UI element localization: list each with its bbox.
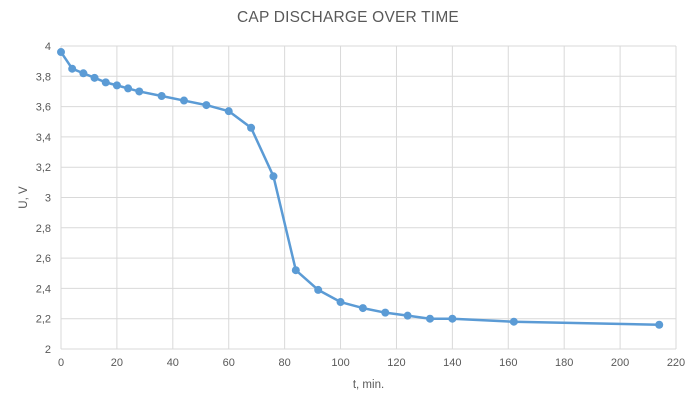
x-tick-label: 100 bbox=[331, 357, 349, 369]
data-point bbox=[101, 78, 110, 87]
data-point bbox=[655, 320, 664, 329]
x-tick-label: 60 bbox=[223, 357, 235, 369]
series-layer bbox=[57, 48, 664, 329]
x-axis-ticks: 0 20 40 60 80 100 120 140 160 180 200 220 bbox=[58, 357, 685, 369]
x-tick-label: 80 bbox=[279, 357, 291, 369]
y-tick-label: 3,6 bbox=[36, 102, 51, 114]
data-point bbox=[90, 73, 99, 82]
y-tick-label: 3,2 bbox=[36, 162, 51, 174]
data-point bbox=[57, 48, 65, 57]
data-point bbox=[157, 91, 166, 100]
y-tick-label: 2,6 bbox=[36, 253, 51, 265]
data-point bbox=[403, 311, 412, 320]
x-tick-label: 220 bbox=[667, 357, 685, 369]
y-tick-label: 2 bbox=[45, 344, 51, 356]
data-point bbox=[202, 101, 211, 110]
data-point bbox=[314, 285, 323, 294]
y-tick-label: 3 bbox=[45, 193, 51, 205]
gridlines bbox=[60, 45, 677, 350]
x-tick-label: 0 bbox=[58, 357, 64, 369]
y-tick-label: 2,8 bbox=[36, 223, 51, 235]
data-point bbox=[358, 304, 367, 313]
x-tick-label: 200 bbox=[611, 357, 629, 369]
data-point bbox=[381, 308, 390, 317]
data-point bbox=[509, 317, 518, 326]
x-tick-label: 140 bbox=[443, 357, 461, 369]
x-tick-label: 160 bbox=[499, 357, 517, 369]
data-point bbox=[112, 81, 121, 90]
data-point bbox=[135, 87, 144, 96]
x-tick-label: 20 bbox=[111, 357, 123, 369]
series-line bbox=[59, 50, 661, 327]
y-tick-label: 3,4 bbox=[36, 132, 51, 144]
chart-title: CAP DISCHARGE OVER TIME bbox=[237, 9, 459, 26]
y-tick-label: 2,2 bbox=[36, 314, 51, 326]
data-point bbox=[336, 298, 345, 307]
y-axis-title: U, V bbox=[18, 186, 30, 209]
data-point bbox=[124, 84, 133, 93]
data-point bbox=[180, 96, 188, 105]
data-point bbox=[426, 314, 434, 323]
data-point bbox=[68, 64, 77, 73]
x-tick-label: 120 bbox=[387, 357, 405, 369]
data-point bbox=[247, 123, 256, 132]
data-point bbox=[79, 69, 88, 78]
data-point bbox=[224, 107, 233, 116]
data-point bbox=[269, 172, 278, 181]
data-point bbox=[291, 266, 300, 275]
y-tick-label: 4 bbox=[45, 41, 51, 53]
data-point bbox=[448, 314, 457, 323]
x-tick-label: 180 bbox=[555, 357, 573, 369]
y-axis-ticks: 2 2,2 2,4 2,6 2,8 3 3,2 3,4 3,6 3,8 4 bbox=[36, 41, 51, 356]
y-tick-label: 2,4 bbox=[36, 283, 51, 295]
x-axis-title: t, min. bbox=[353, 379, 384, 391]
y-tick-label: 3,8 bbox=[36, 71, 51, 83]
series-0 bbox=[57, 48, 664, 329]
x-tick-label: 40 bbox=[167, 357, 179, 369]
